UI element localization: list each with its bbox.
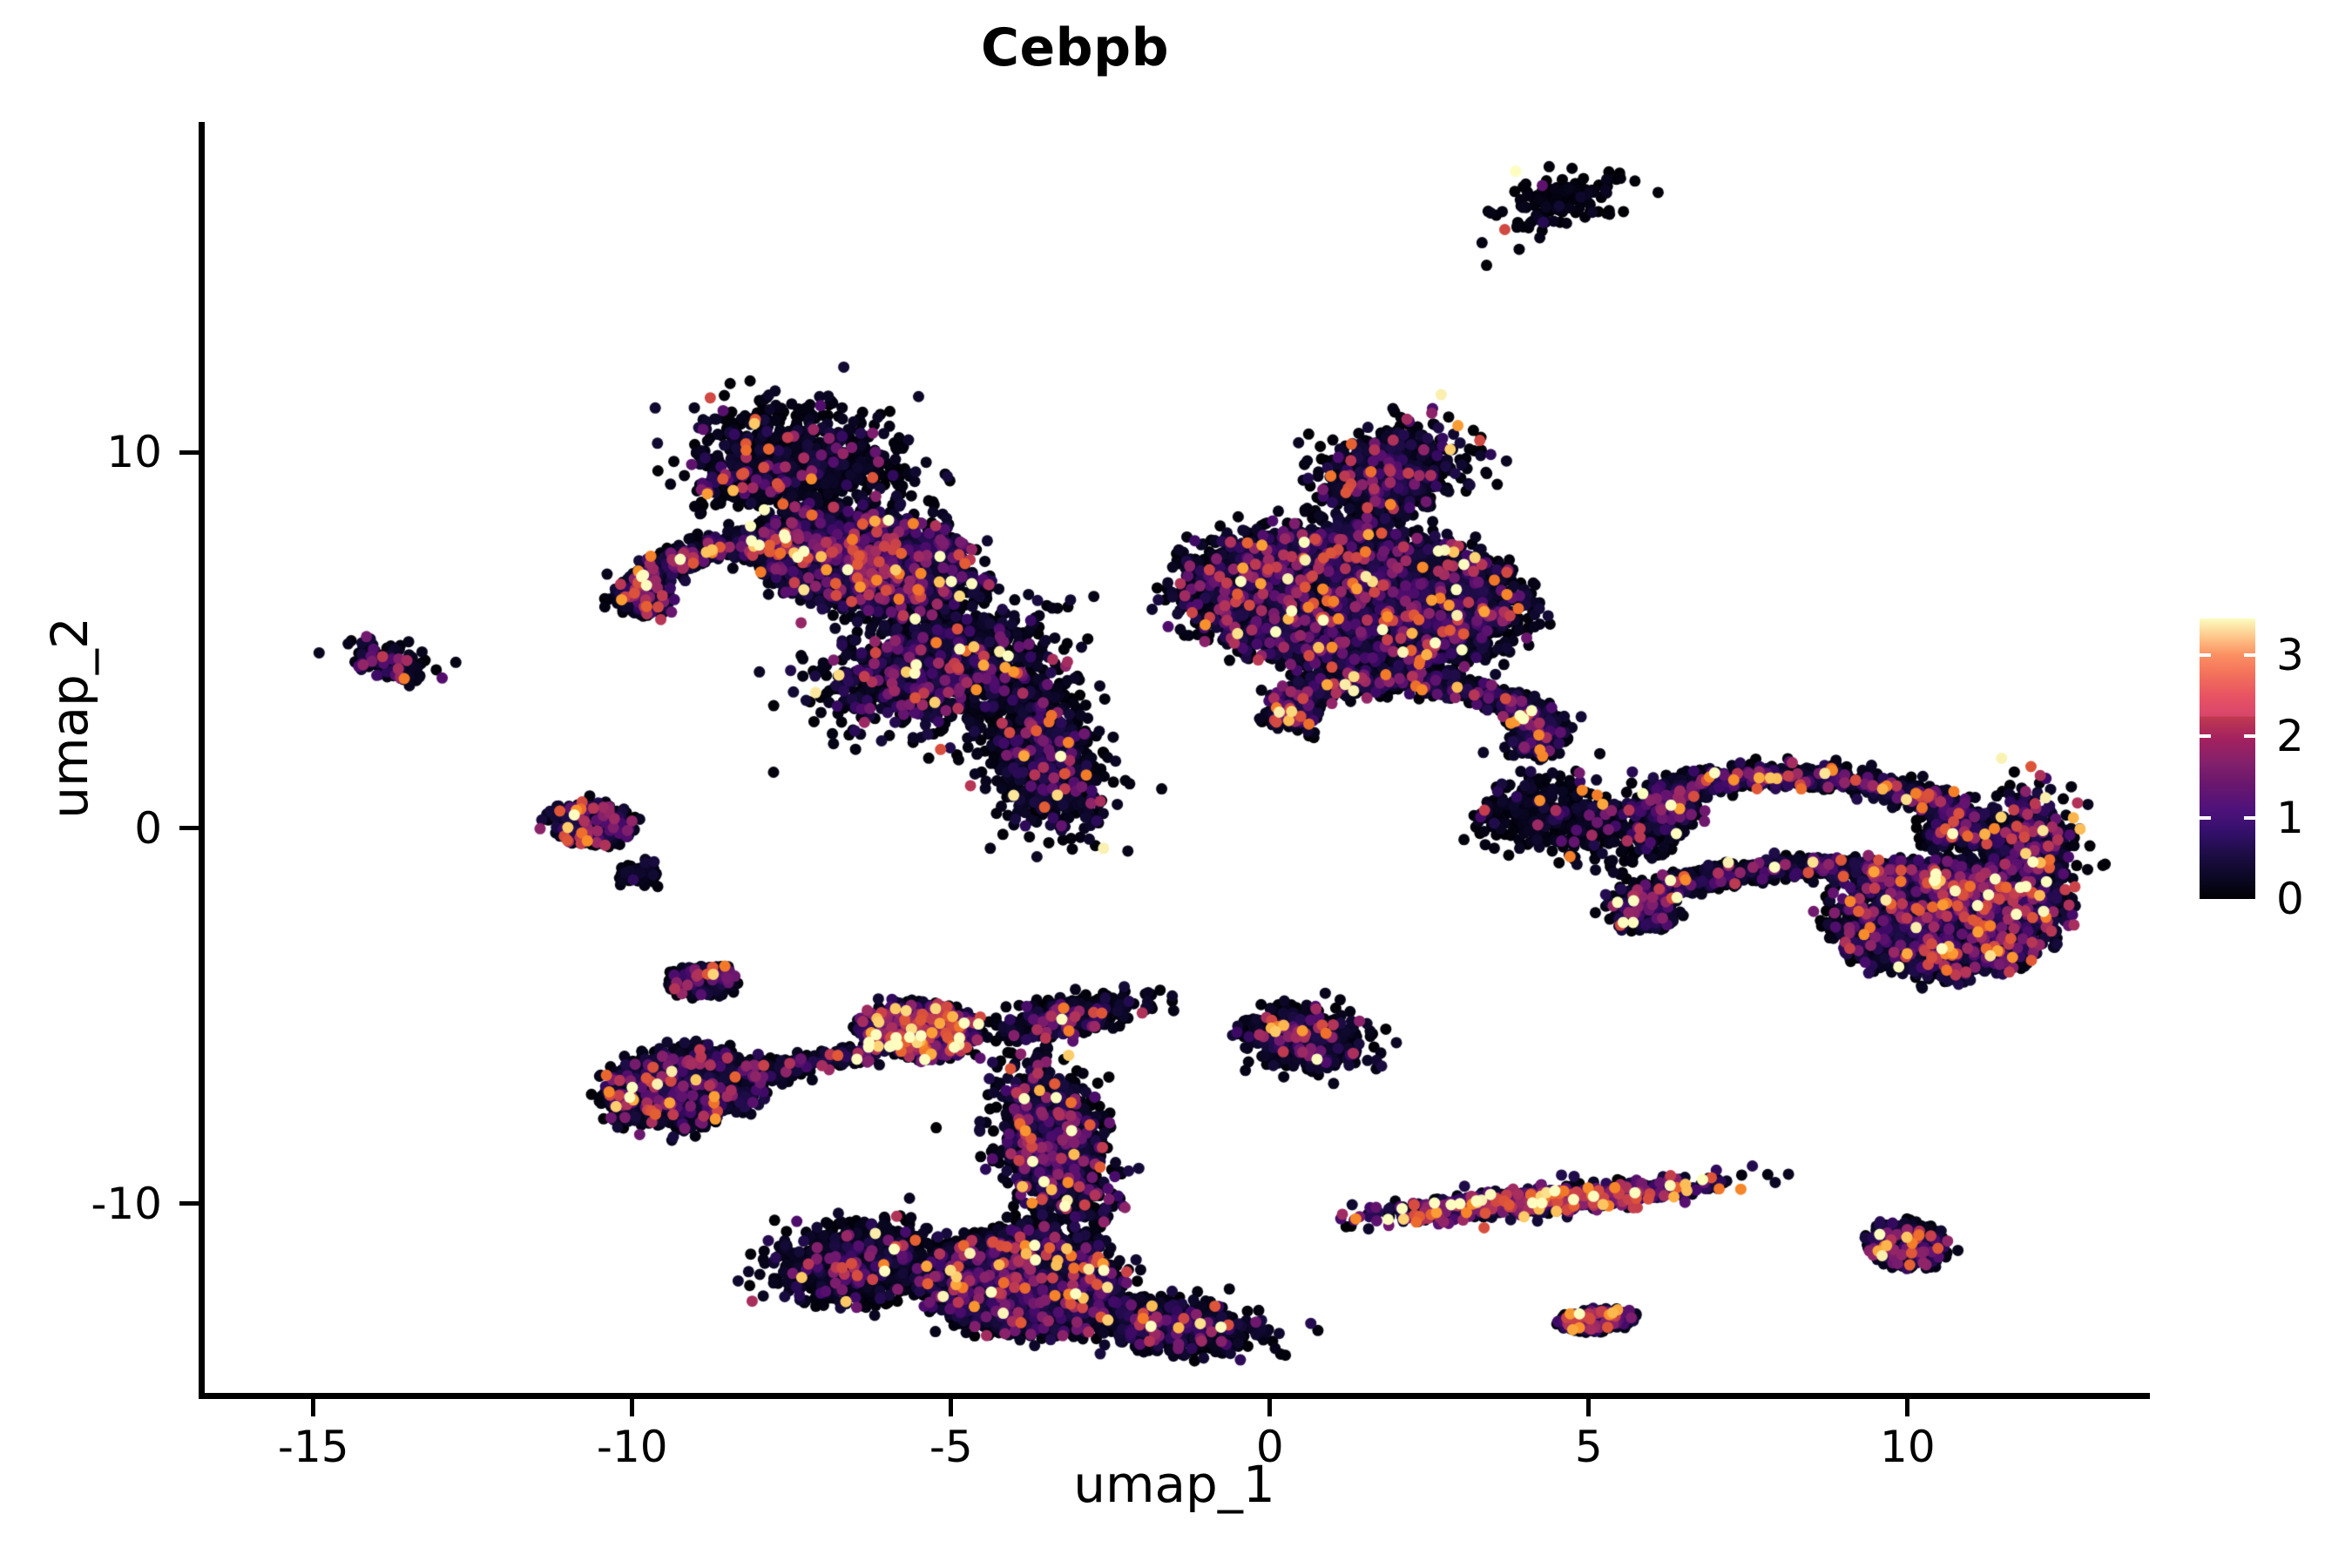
colorbar-tick-label: 0 [2276,874,2304,924]
x-tick-mark [949,1399,954,1416]
x-tick-mark [311,1399,316,1416]
x-tick-label: 5 [1574,1422,1603,1472]
x-tick-mark [1905,1399,1910,1416]
colorbar: 0 1 2 3 [2200,618,2352,924]
x-tick-mark [1586,1399,1592,1416]
colorbar-tick-label: 3 [2276,630,2304,680]
y-axis-label: umap_2 [40,617,99,819]
y-tick-label: 10 [106,427,162,478]
y-tick-label: 0 [134,802,162,854]
y-axis-spine [199,122,205,1399]
colorbar-tick-label: 1 [2276,792,2304,843]
colorbar-tick-mark [2200,815,2255,820]
x-tick-label: -15 [277,1422,349,1472]
colorbar-tick-label: 2 [2276,711,2304,762]
x-tick-label: -5 [929,1422,973,1472]
colorbar-tick-mark [2200,653,2255,657]
x-tick-mark [1267,1399,1273,1416]
x-tick-label: 10 [1880,1422,1936,1472]
y-tick-mark [179,826,199,831]
colorbar-gradient [2200,618,2255,899]
y-tick-mark [179,1201,199,1206]
page-title: Cebpb [980,17,1170,78]
plot-axes-area: -15 -10 -5 0 5 10 10 0 -10 [91,122,2150,1472]
y-tick-label: -10 [91,1178,162,1229]
x-axis-label: umap_1 [1073,1455,1275,1514]
x-tick-label: 0 [1255,1422,1284,1472]
scatter-plot-canvas [199,122,2150,1399]
colorbar-tick-mark [2200,734,2255,739]
x-tick-mark [630,1399,635,1416]
x-tick-label: -10 [596,1422,668,1472]
y-tick-mark [179,449,199,455]
x-axis-spine [199,1393,2150,1399]
